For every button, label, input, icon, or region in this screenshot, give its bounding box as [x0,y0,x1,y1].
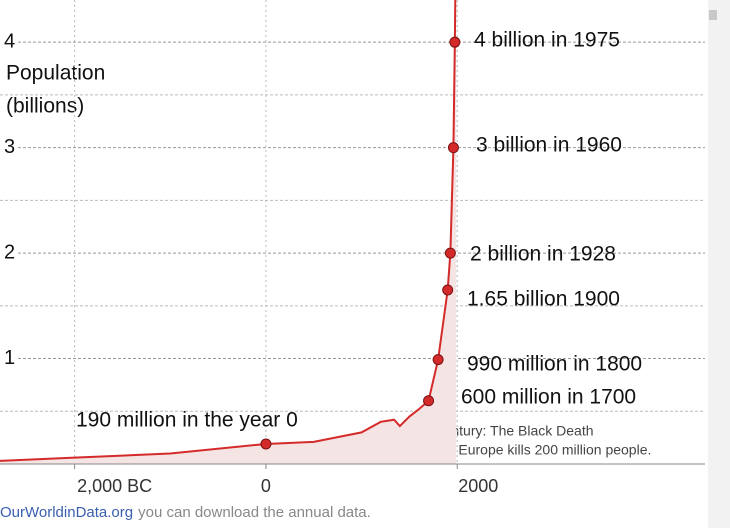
y-tick-label: 2 [4,241,15,263]
y-tick-label: 3 [4,136,15,158]
x-tick-label: 2000 [458,476,498,496]
y-tick-label: 4 [4,30,15,52]
footer: OurWorldinData.org you can download the a… [0,504,371,521]
marker-label: 4 billion in 1975 [474,29,620,52]
footer-text: you can download the annual data. [138,504,371,521]
marker-label: 2 billion in 1928 [470,243,616,266]
line [0,0,457,462]
marker-label: 600 million in 1700 [461,386,636,409]
plot-area [0,0,705,464]
marker [432,354,444,366]
marker [444,247,456,259]
marker-label: 990 million in 1800 [467,353,642,376]
y-axis-label: (billions) [6,95,84,118]
marker-label: 190 million in the year 0 [76,409,298,432]
footer-link[interactable]: OurWorldinData.org [0,504,133,521]
scrollbar-thumb[interactable] [709,10,717,20]
x-tick-label: 0 [261,476,271,496]
area [0,0,457,464]
marker-label: 1.65 billion 1900 [467,288,620,311]
marker [423,395,435,407]
marker [447,142,459,154]
marker [442,284,454,296]
y-axis-label: Population [6,62,105,85]
scrollbar-track [708,0,730,528]
y-tick-label: 1 [4,347,15,369]
x-tick-label: 2,000 BC [77,476,152,496]
marker-label: 3 billion in 1960 [476,134,622,157]
marker [449,36,461,48]
marker [260,438,272,450]
